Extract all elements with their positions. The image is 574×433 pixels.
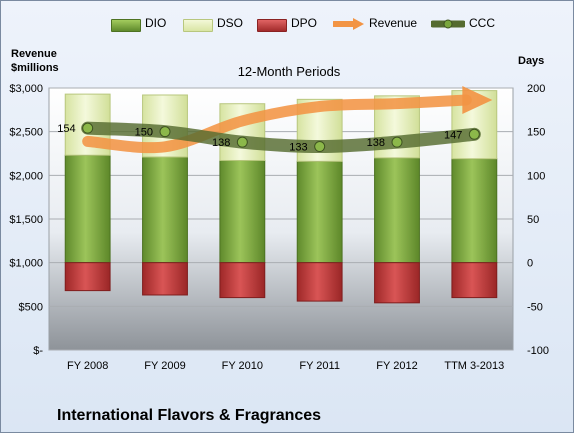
revenue-arrowhead xyxy=(462,85,493,114)
company-name: International Flavors & Fragrances xyxy=(57,407,322,424)
dpo-bar xyxy=(374,262,420,304)
legend-label-dso: DSO xyxy=(217,16,244,30)
legend-swatch-dso xyxy=(183,19,213,32)
right-tick-label: -50 xyxy=(527,301,543,313)
dpo-bar xyxy=(296,262,343,302)
right-tick-label: -100 xyxy=(527,345,549,357)
right-tick-label: 100 xyxy=(527,170,545,182)
category-tick-label: TTM 3-2013 xyxy=(444,360,504,372)
category-tick-label: FY 2012 xyxy=(376,360,417,372)
right-tick-label: 50 xyxy=(527,214,539,226)
dio-bar xyxy=(451,158,498,264)
category-tick-label: FY 2011 xyxy=(299,360,340,372)
dpo-bar xyxy=(142,262,188,296)
ccc-line xyxy=(81,121,481,154)
left-axis-title: Revenue $millions xyxy=(11,47,59,75)
ccc-point xyxy=(159,126,171,138)
left-axis-title-line2: $millions xyxy=(11,62,59,74)
left-tick-label: $1,500 xyxy=(9,214,43,226)
ccc-point xyxy=(468,128,480,140)
ccc-data-label: 138 xyxy=(212,137,230,149)
left-tick-label: $- xyxy=(33,345,43,357)
ccc-point xyxy=(314,141,326,153)
ccc-data-label: 138 xyxy=(367,137,385,149)
dio-bar xyxy=(142,156,188,264)
left-axis-title-line1: Revenue xyxy=(11,48,57,60)
left-tick-label: $2,000 xyxy=(9,170,43,182)
left-tick-label: $500 xyxy=(19,301,43,313)
chart-subtitle: 12-Month Periods xyxy=(238,64,341,79)
legend-swatch-revenue xyxy=(333,18,364,30)
dpo-bar xyxy=(219,262,266,299)
dpo-bar xyxy=(64,262,111,292)
legend-label-ccc: CCC xyxy=(469,16,495,30)
dio-bar xyxy=(296,160,343,264)
category-tick-label: FY 2010 xyxy=(222,360,263,372)
ccc-point xyxy=(82,122,94,134)
left-tick-label: $3,000 xyxy=(9,83,43,95)
category-tick-label: FY 2008 xyxy=(67,360,108,372)
legend-label-dio: DIO xyxy=(145,16,167,30)
dpo-bar xyxy=(451,262,498,299)
ccc-point xyxy=(391,136,403,148)
chart-legend: DIO DSO DPO Revenue CCC xyxy=(111,13,531,35)
right-tick-label: 0 xyxy=(527,258,533,270)
right-axis-title: Days xyxy=(518,55,545,67)
ccc-data-label: 150 xyxy=(135,127,153,139)
legend-swatch-dpo xyxy=(257,19,287,32)
ccc-point xyxy=(236,136,248,148)
right-tick-label: 150 xyxy=(527,127,545,139)
right-tick-label: 200 xyxy=(527,83,545,95)
dio-bar xyxy=(219,159,266,264)
plot-svg: 200 150 100 50 0 -50 -100 $3,000 $2,500 $2,000 $1,… xyxy=(9,64,549,372)
legend-swatch-ccc xyxy=(431,19,465,29)
category-tick-label: FY 2009 xyxy=(144,360,185,372)
legend-label-revenue: Revenue xyxy=(369,16,418,30)
ccc-data-label: 133 xyxy=(289,142,307,154)
left-tick-label: $1,000 xyxy=(9,258,43,270)
ccc-data-label: 154 xyxy=(57,123,75,135)
ccc-data-label: 147 xyxy=(444,129,462,141)
dio-bar xyxy=(64,154,111,264)
legend-swatch-dio xyxy=(111,19,141,32)
legend-label-dpo: DPO xyxy=(291,16,318,30)
left-tick-label: $2,500 xyxy=(9,127,43,139)
dio-bar xyxy=(374,157,420,264)
revenue-line xyxy=(82,94,472,154)
